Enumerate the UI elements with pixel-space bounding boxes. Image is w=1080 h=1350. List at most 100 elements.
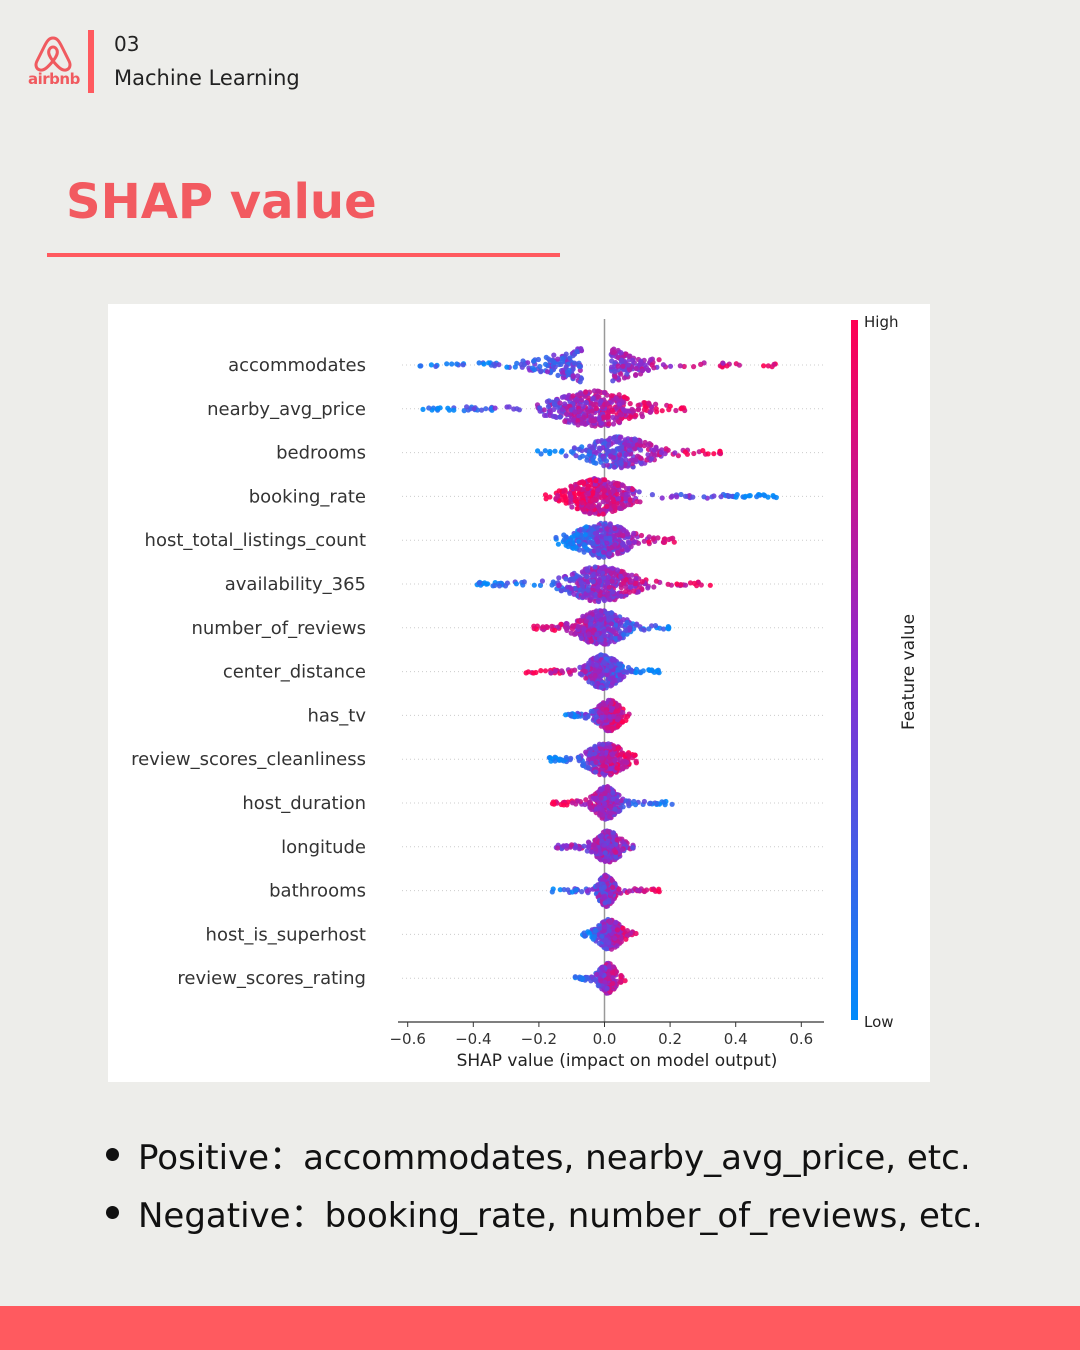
shap-point [661, 539, 667, 545]
shap-point [724, 363, 730, 369]
shap-point [514, 406, 520, 412]
shap-point [557, 887, 563, 893]
shap-point [547, 448, 553, 455]
shap-point [649, 492, 656, 498]
shap-point [598, 684, 604, 690]
shap-point [594, 662, 600, 668]
shap-point [717, 448, 723, 454]
shap-point [574, 506, 580, 512]
shap-point [595, 584, 601, 590]
shap-point [585, 491, 592, 497]
shap-point [547, 494, 553, 500]
shap-point [613, 919, 619, 926]
shap-point [562, 493, 568, 499]
shap-point [567, 417, 573, 423]
shap-point [602, 477, 608, 483]
shap-point [631, 530, 637, 536]
shap-point [642, 362, 648, 368]
shap-point [568, 494, 574, 500]
shap-point [548, 670, 554, 676]
shap-point [598, 617, 604, 623]
shap-point [551, 401, 557, 407]
shap-point [569, 842, 575, 848]
shap-point [592, 672, 598, 679]
shap-point [602, 858, 608, 865]
shap-point [645, 442, 651, 448]
shap-point [628, 668, 635, 674]
shap-point [578, 346, 584, 352]
header-accent-bar [88, 30, 94, 93]
shap-point [615, 482, 621, 489]
shap-point [612, 525, 618, 532]
shap-point [614, 765, 620, 771]
shap-point [659, 495, 665, 501]
shap-point [613, 395, 619, 401]
shap-point [599, 755, 605, 761]
shap-point [616, 401, 622, 407]
shap-point [604, 985, 610, 992]
shap-point [576, 446, 582, 452]
shap-point [609, 680, 616, 686]
shap-point [570, 393, 576, 399]
airbnb-logo-icon [34, 36, 72, 72]
shap-point [633, 669, 639, 676]
shap-point [535, 448, 541, 454]
shap-point [601, 772, 608, 778]
shap-point [608, 393, 615, 399]
shap-point [624, 751, 631, 757]
x-tick-label: 0.4 [724, 1030, 748, 1048]
shap-point [461, 408, 467, 414]
shap-point [628, 578, 635, 584]
shap-point [560, 843, 567, 849]
shap-point [598, 850, 604, 857]
shap-point [638, 459, 644, 465]
shap-point [598, 398, 604, 404]
shap-point [446, 407, 452, 413]
shap-point [575, 418, 581, 424]
shap-point [591, 418, 597, 424]
shap-point [483, 581, 489, 587]
shap-point [557, 400, 563, 406]
shap-point [579, 889, 585, 895]
shap-point [613, 841, 619, 847]
shap-point [627, 497, 633, 503]
shap-point [652, 623, 659, 629]
shap-point [646, 539, 652, 545]
shap-point [556, 488, 562, 494]
shap-point [578, 617, 584, 624]
shap-point [542, 412, 548, 418]
shap-point [669, 801, 675, 807]
shap-point [596, 668, 602, 675]
shap-point [620, 533, 626, 539]
shap-point [582, 715, 588, 721]
shap-point [588, 638, 594, 644]
shap-point [613, 635, 619, 641]
shap-point [615, 363, 621, 369]
shap-point [754, 494, 760, 500]
shap-point [568, 586, 574, 592]
shap-point [634, 442, 641, 448]
shap-point [644, 887, 650, 893]
shap-point [582, 668, 588, 675]
shap-point [537, 405, 543, 411]
shap-point [607, 535, 613, 541]
shap-point [720, 360, 726, 366]
shap-point [610, 834, 616, 840]
shap-point [607, 890, 614, 896]
shap-point [626, 447, 633, 453]
shap-point [639, 368, 645, 374]
shap-point [464, 404, 470, 410]
shap-point [637, 438, 643, 444]
shap-point [569, 571, 575, 578]
shap-point [662, 802, 668, 808]
shap-point [594, 631, 600, 637]
shap-point [481, 361, 487, 367]
bullet-negative-separator: ： [290, 1196, 325, 1236]
shap-point [506, 404, 512, 410]
shap-point [620, 765, 626, 771]
section-title: Machine Learning [114, 66, 300, 90]
shap-point [610, 448, 616, 455]
shap-point [600, 877, 606, 883]
x-tick-label: 0.0 [593, 1030, 617, 1048]
